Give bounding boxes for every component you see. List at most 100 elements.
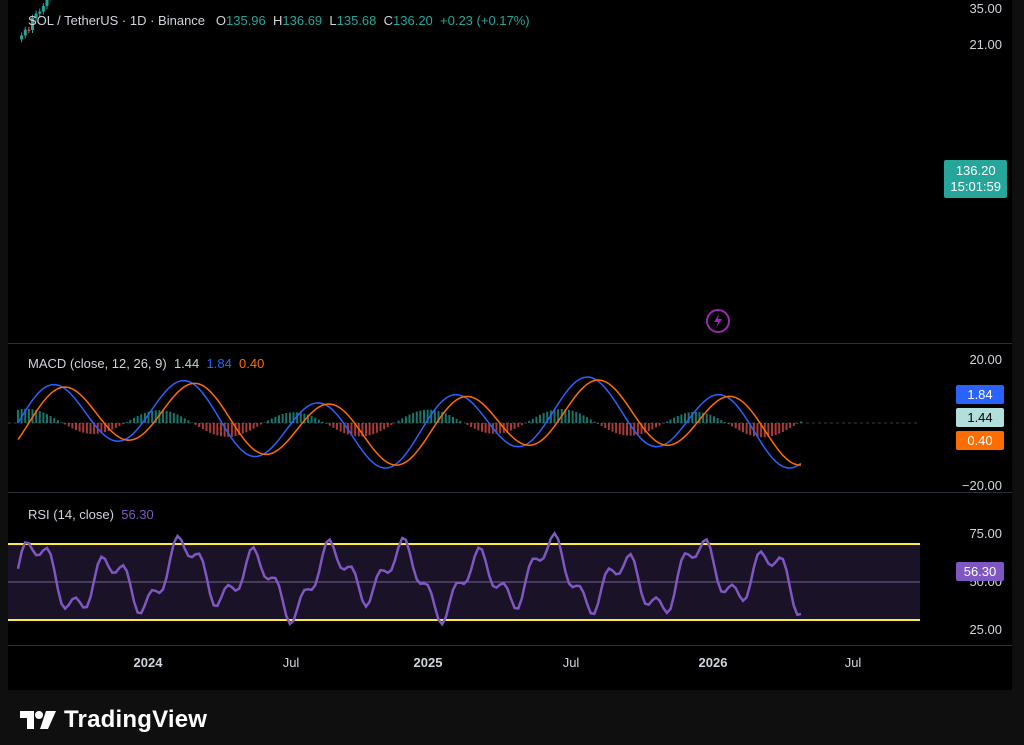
macd-histogram-bar — [230, 423, 233, 437]
macd-histogram-bar — [172, 413, 175, 423]
macd-histogram-bar — [111, 423, 114, 430]
macd-histogram-bar — [56, 420, 59, 423]
macd-histogram-bar — [176, 414, 179, 423]
candle-body — [27, 29, 31, 31]
chart-frame[interactable]: SOL / TetherUS · 1D · Binance O135.96 H1… — [8, 0, 1012, 690]
macd-histogram-bar — [24, 408, 27, 423]
macd-histogram-bar — [647, 423, 650, 432]
macd-histogram-bar — [582, 415, 585, 423]
macd-line-value: 1.84 — [206, 356, 232, 371]
candle-body — [23, 29, 27, 36]
macd-histogram-bar — [655, 423, 657, 428]
hist-badge: 1.44 — [956, 408, 1004, 427]
macd-histogram-bar — [633, 423, 636, 436]
macd-histogram-bar — [368, 423, 371, 436]
macd-histogram-bar — [365, 423, 367, 437]
macd-histogram-bar — [629, 423, 632, 436]
macd-histogram-bar — [220, 423, 222, 437]
signal-badge: 0.40 — [956, 431, 1004, 450]
chart-canvas[interactable] — [8, 0, 1012, 690]
macd-histogram-bar — [665, 421, 668, 423]
macd-histogram-bar — [713, 416, 715, 423]
macd-histogram-bar — [539, 414, 541, 423]
macd-histogram-bar — [607, 423, 610, 430]
macd-histogram-bar — [198, 423, 201, 428]
macd-histogram-bar — [800, 421, 802, 423]
macd-histogram-bar — [223, 423, 226, 437]
macd-histogram-bar — [46, 414, 48, 423]
macd-histogram-bar — [256, 423, 259, 427]
macd-histogram-bar — [383, 423, 386, 430]
symbol-legend: SOL / TetherUS · 1D · Binance O135.96 H1… — [28, 13, 530, 28]
close-value: 136.20 — [393, 13, 433, 28]
macd-histogram-bar — [60, 422, 63, 423]
macd-histogram-bar — [187, 420, 190, 423]
macd-histogram-bar — [245, 423, 248, 433]
macd-histogram-bar — [154, 410, 157, 423]
macd-histogram-bar — [328, 423, 331, 426]
macd-histogram-bar — [448, 415, 451, 423]
macd-histogram-bar — [194, 423, 197, 425]
macd-histogram-bar — [716, 418, 719, 423]
macd-histogram-bar — [723, 422, 726, 423]
macd-histogram-bar — [49, 416, 52, 423]
macd-histogram-bar — [774, 423, 777, 436]
macd-histogram-bar — [760, 423, 763, 438]
pane-separator[interactable] — [8, 343, 1012, 344]
macd-histogram-bar — [542, 413, 545, 423]
rsi-legend: RSI (14, close) 56.30 — [28, 507, 154, 522]
macd-histogram-bar — [611, 423, 614, 432]
macd-histogram-bar — [586, 417, 589, 423]
macd-histogram-bar — [42, 412, 45, 423]
macd-histogram-bar — [589, 419, 592, 423]
macd-histogram-bar — [209, 423, 212, 433]
macd-histogram-bar — [499, 423, 502, 434]
macd-histogram-bar — [727, 423, 730, 425]
macd-histogram-bar — [513, 423, 516, 429]
macd-histogram-bar — [350, 423, 353, 436]
macd-histogram-bar — [292, 412, 295, 423]
candle-body — [38, 11, 42, 14]
macd-histogram-bar — [778, 423, 781, 434]
macd-histogram-bar — [745, 423, 748, 434]
macd-histogram-bar — [143, 412, 146, 423]
macd-histogram-bar — [600, 423, 603, 426]
macd-histogram-bar — [75, 423, 77, 431]
macd-histogram-bar — [27, 408, 30, 423]
macd-histogram-bar — [615, 423, 618, 434]
time-axis-label: Jul — [282, 655, 300, 670]
macd-histogram-bar — [767, 423, 770, 437]
pane-separator[interactable] — [8, 492, 1012, 493]
macd-histogram-bar — [263, 422, 266, 423]
lightning-icon[interactable] — [706, 309, 730, 333]
macd-histogram-bar — [626, 423, 628, 436]
macd-histogram-bar — [738, 423, 741, 431]
macd-histogram-bar — [303, 413, 306, 423]
macd-histogram-bar — [216, 423, 219, 436]
macd-histogram-bar — [419, 410, 422, 423]
macd-histogram-bar — [531, 418, 534, 423]
macd-histogram-bar — [38, 411, 41, 423]
macd-histogram-bar — [100, 423, 103, 434]
macd-histogram-bar — [549, 410, 552, 423]
macd-axis-top: 20.00 — [969, 352, 1002, 367]
macd-histogram-bar — [82, 423, 85, 433]
macd-histogram-bar — [720, 420, 723, 423]
macd-histogram-bar — [792, 423, 795, 426]
macd-histogram-bar — [343, 423, 346, 434]
macd-histogram-bar — [332, 423, 335, 428]
macd-histogram-bar — [415, 411, 418, 423]
macd-histogram-bar — [622, 423, 625, 436]
macd-histogram-bar — [107, 423, 110, 432]
macd-histogram-bar — [680, 414, 683, 423]
price-axis-label: 21.00 — [969, 36, 1002, 52]
macd-histogram-bar — [546, 411, 549, 423]
time-axis-label: Jul — [844, 655, 862, 670]
macd-histogram-bar — [459, 420, 462, 423]
macd-histogram-bar — [89, 423, 92, 434]
footer: TradingView — [18, 706, 207, 734]
macd-histogram-bar — [687, 412, 690, 423]
macd-histogram-bar — [375, 423, 378, 433]
macd-histogram-bar — [67, 423, 70, 427]
macd-histogram-bar — [597, 423, 599, 424]
